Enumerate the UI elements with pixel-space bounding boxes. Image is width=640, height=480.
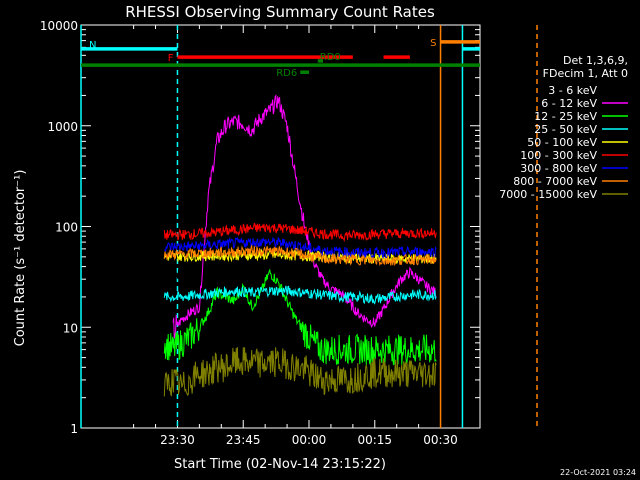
series-line — [164, 123, 437, 294]
x-tick-label: 23:30 — [160, 433, 195, 447]
series-line — [172, 94, 437, 339]
y-tick-label: 1 — [70, 422, 78, 436]
y-axis-label: Count Rate (s⁻¹ detector⁻¹) — [13, 170, 28, 347]
series-line — [163, 222, 437, 243]
flag-label: RD6 — [276, 68, 297, 79]
flag-label: F — [168, 53, 174, 64]
x-tick-label: 00:30 — [423, 433, 458, 447]
series-line — [163, 347, 437, 397]
series-line — [163, 268, 437, 366]
series-line — [163, 285, 437, 305]
legend-label: 12 - 25 keV — [534, 110, 597, 123]
plot-area: 23:30 23:45 00:00 00:15 00:30 1 10 100 1000 10000… — [40, 19, 538, 447]
legend-label: 800 - 7000 keV — [513, 175, 597, 188]
legend-label: 3 - 6 keV — [548, 84, 597, 97]
legend-label: 300 - 800 keV — [520, 162, 597, 175]
legend-label: 100 - 300 keV — [520, 149, 597, 162]
x-tick-label: 00:15 — [357, 433, 392, 447]
series-line — [163, 243, 437, 267]
timestamp: 22-Oct-2021 03:24 — [560, 468, 636, 477]
legend-header: Det 1,3,6,9, — [563, 54, 628, 67]
legend-label: 7000 - 15000 keV — [499, 188, 597, 201]
y-tick-label: 1000 — [47, 120, 78, 134]
flag-label: RD0 — [320, 52, 341, 63]
flag-label: N — [89, 40, 96, 51]
x-axis-label: Start Time (02-Nov-14 23:15:22) — [174, 457, 386, 472]
legend-label: 50 - 100 keV — [527, 136, 597, 149]
series-line — [164, 236, 437, 260]
legend-label: 25 - 50 keV — [534, 123, 597, 136]
flag-label: S — [430, 38, 436, 49]
x-tick-label: 00:00 — [292, 433, 327, 447]
y-tick-label: 10000 — [40, 19, 78, 33]
x-tick-label: 23:45 — [226, 433, 261, 447]
y-tick-label: 100 — [55, 221, 78, 235]
legend-label: 6 - 12 keV — [541, 97, 597, 110]
y-tick-label: 10 — [63, 321, 78, 335]
legend-header: FDecim 1, Att 0 — [543, 67, 628, 80]
chart-title: RHESSI Observing Summary Count Rates — [125, 3, 435, 21]
